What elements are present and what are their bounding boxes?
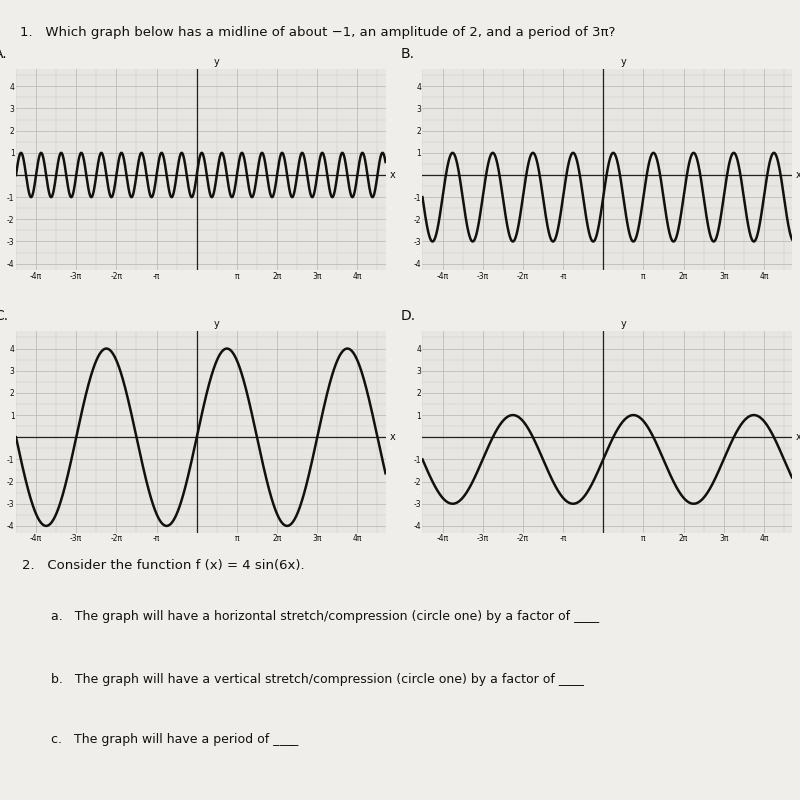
Text: a.   The graph will have a horizontal stretch/compression (circle one) by a fact: a. The graph will have a horizontal stre… [51, 610, 599, 623]
Text: 2.   Consider the function f (x) = 4 sin(6x).: 2. Consider the function f (x) = 4 sin(6… [22, 559, 305, 572]
Text: x: x [390, 432, 395, 442]
Text: B.: B. [400, 46, 414, 61]
Text: 1.   Which graph below has a midline of about −1, an amplitude of 2, and a perio: 1. Which graph below has a midline of ab… [20, 26, 615, 39]
Text: b.   The graph will have a vertical stretch/compression (circle one) by a factor: b. The graph will have a vertical stretc… [51, 673, 584, 686]
Text: x: x [796, 432, 800, 442]
Text: y: y [214, 57, 220, 66]
Text: A.: A. [0, 46, 7, 61]
Text: x: x [390, 170, 395, 180]
Text: D.: D. [400, 309, 415, 322]
Text: C.: C. [0, 309, 8, 322]
Text: y: y [621, 57, 626, 66]
Text: y: y [621, 319, 626, 329]
Text: y: y [214, 319, 220, 329]
Text: x: x [796, 170, 800, 180]
Text: c.   The graph will have a period of ____: c. The graph will have a period of ____ [51, 733, 298, 746]
